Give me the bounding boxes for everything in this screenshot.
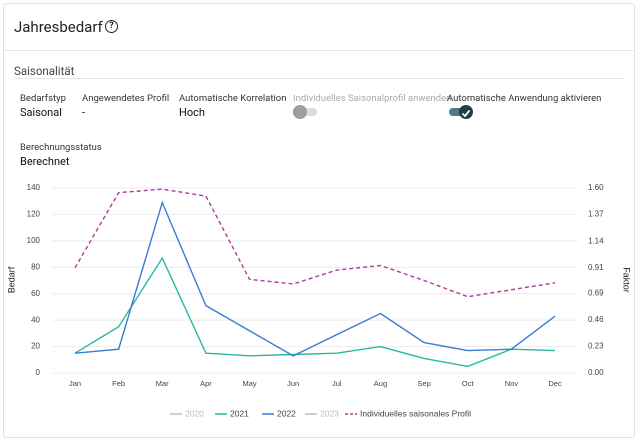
toggle[interactable]: [449, 105, 473, 119]
x-tick-label: Aug: [374, 379, 387, 388]
y-tick-label: 80: [31, 262, 40, 271]
series-line: [74, 256, 556, 368]
legend-label: 2021: [230, 408, 249, 418]
y-tick-label: 0: [36, 368, 41, 377]
y2-tick-label: 0.69: [588, 288, 604, 297]
y2-tick-label: 1.37: [588, 210, 604, 219]
y-tick-label: 100: [27, 236, 41, 245]
section-title: Saisonalität: [14, 64, 75, 78]
y2-tick-label: 1.14: [588, 236, 604, 245]
series-line: [74, 200, 556, 357]
status-value: Berechnet: [20, 155, 70, 168]
toggle-knob: [459, 105, 473, 119]
y-tick-label: 20: [31, 342, 40, 351]
y2-tick-label: 0.00: [588, 368, 604, 377]
x-tick-label: Feb: [112, 379, 125, 388]
legend-label: 2020: [185, 408, 204, 418]
y2-axis-label: Faktor: [622, 267, 632, 293]
y-tick-label: 140: [27, 183, 41, 192]
field-label: Automatische Anwendung aktivieren: [447, 93, 602, 104]
divider: [4, 50, 634, 51]
field-value: -: [82, 106, 86, 119]
field-value: Hoch: [179, 106, 205, 119]
field-label: Bedarfstyp: [20, 93, 66, 104]
status-label: Berechnungsstatus: [20, 142, 102, 153]
field-value: Saisonal: [20, 106, 62, 119]
y-tick-label: 60: [31, 289, 40, 298]
help-icon[interactable]: ?: [105, 20, 118, 33]
x-tick-label: Oct: [462, 379, 475, 388]
x-tick-label: Jun: [287, 379, 299, 388]
legend-label: Individuelles saisonales Profil: [360, 408, 471, 418]
y2-tick-label: 0.46: [588, 315, 604, 324]
x-tick-label: Apr: [200, 379, 212, 388]
y-tick-label: 120: [27, 210, 41, 219]
x-tick-label: Mar: [156, 379, 169, 388]
x-tick-label: Nov: [505, 379, 519, 388]
series-line: [74, 188, 556, 298]
toggle-knob: [293, 105, 307, 119]
field-label: Automatische Korrelation: [179, 93, 287, 104]
x-tick-label: May: [242, 379, 256, 388]
y2-tick-label: 0.23: [588, 342, 604, 351]
toggle[interactable]: [293, 105, 317, 119]
y2-tick-label: 1.60: [588, 183, 604, 192]
x-tick-label: Jul: [332, 379, 342, 388]
y-axis-label: Bedarf: [6, 266, 16, 293]
card: [3, 3, 635, 438]
y-tick-label: 40: [31, 315, 40, 324]
x-tick-label: Sep: [417, 379, 430, 388]
field-label: Angewendetes Profil: [82, 93, 170, 104]
x-tick-label: Jan: [69, 379, 81, 388]
x-tick-label: Dec: [548, 379, 562, 388]
legend-label: 2022: [277, 408, 296, 418]
field-label: Individuelles Saisonalprofil anwenden: [293, 93, 452, 104]
y2-tick-label: 0.91: [588, 263, 604, 272]
page-title: Jahresbedarf: [14, 18, 103, 36]
legend-label: 2023: [320, 408, 339, 418]
section-underline: [14, 78, 624, 79]
